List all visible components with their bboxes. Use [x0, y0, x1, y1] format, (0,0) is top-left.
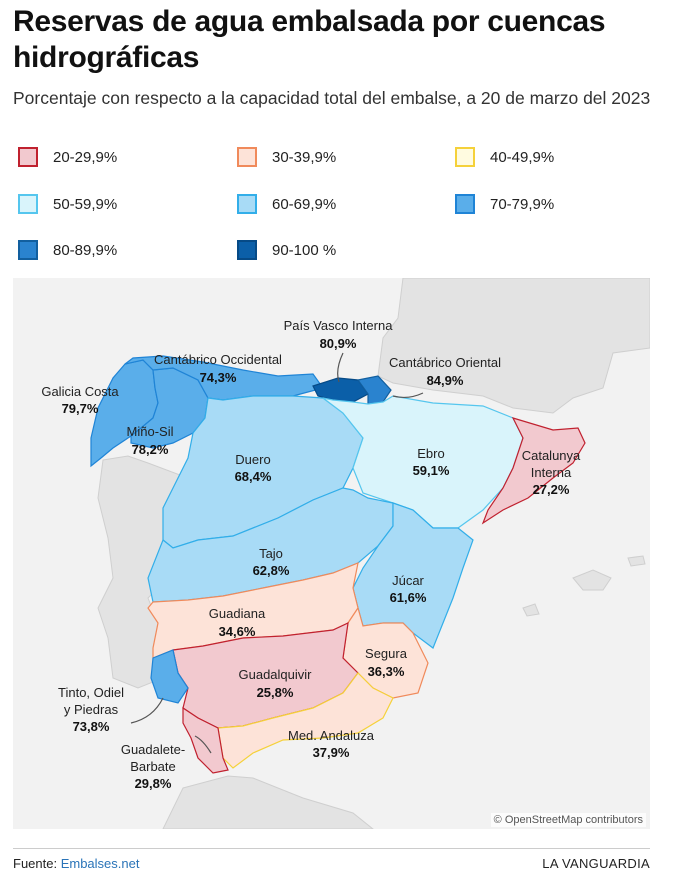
label-catalunya-name-1: Catalunya [522, 448, 581, 463]
morocco-land [162, 775, 374, 829]
legend-item-30-39: 30-39,9% [237, 147, 336, 167]
menorca-land [627, 555, 646, 567]
label-cantabrico-oriental-value: 84,9% [427, 373, 464, 388]
label-tajo-name: Tajo [259, 546, 283, 561]
label-ebro-value: 59,1% [413, 463, 450, 478]
label-cantabrico-occidental-value: 74,3% [200, 370, 237, 385]
mallorca-land [572, 569, 612, 591]
legend-label: 90-100 % [272, 241, 337, 259]
basin-pais-vasco-interna[interactable] [312, 377, 369, 403]
label-guadalquivir-name: Guadalquivir [239, 667, 313, 682]
label-catalunya-name-2: Interna [531, 465, 572, 480]
legend-item-80-89: 80-89,9% [18, 240, 117, 260]
label-guadalete-name-2: Barbate [130, 759, 176, 774]
legend-item-50-59: 50-59,9% [18, 194, 117, 214]
brand-logo: LA VANGUARDIA [542, 856, 650, 871]
label-catalunya-value: 27,2% [533, 482, 570, 497]
legend-label: 80-89,9% [53, 241, 118, 259]
leader-arrow-cantabrico-oriental [392, 392, 424, 399]
label-tinto-value: 73,8% [73, 719, 110, 734]
label-jucar-value: 61,6% [390, 590, 427, 605]
label-guadalete-name-1: Guadalete- [121, 742, 185, 757]
legend-swatch [237, 240, 257, 260]
label-guadiana-value: 34,6% [219, 624, 256, 639]
leader-arrow-guadalete [194, 735, 212, 754]
label-med-andaluza-value: 37,9% [313, 745, 350, 760]
source-label: Fuente: [13, 856, 61, 871]
map-attribution[interactable]: © OpenStreetMap contributors [490, 813, 646, 827]
label-pais-vasco-value: 80,9% [320, 336, 357, 351]
basin-catalunya-interna[interactable] [481, 417, 586, 525]
chart-subtitle: Porcentaje con respecto a la capacidad t… [13, 88, 651, 108]
legend: 20-29,9% 30-39,9% 40-49,9% 50-59,9% 60-6… [18, 147, 678, 277]
legend-label: 70-79,9% [490, 195, 555, 213]
basin-map[interactable]: País Vasco Interna 80,9% Cantábrico Occi… [13, 278, 650, 829]
legend-swatch [455, 147, 475, 167]
legend-swatch [237, 147, 257, 167]
legend-swatch [18, 194, 38, 214]
legend-item-70-79: 70-79,9% [455, 194, 554, 214]
label-guadiana-name: Guadiana [209, 606, 266, 621]
legend-item-60-69: 60-69,9% [237, 194, 336, 214]
legend-swatch [237, 194, 257, 214]
label-guadalquivir-value: 25,8% [257, 685, 294, 700]
ibiza-land [522, 603, 540, 617]
legend-item-40-49: 40-49,9% [455, 147, 554, 167]
basin-guadalete-barbate[interactable] [182, 706, 229, 774]
legend-swatch [18, 240, 38, 260]
legend-label: 30-39,9% [272, 148, 337, 166]
label-tinto-name-1: Tinto, Odiel [58, 685, 124, 700]
label-pais-vasco-name: País Vasco Interna [284, 318, 394, 333]
leader-arrow-tinto [130, 697, 164, 724]
legend-swatch [455, 194, 475, 214]
legend-item-20-29: 20-29,9% [18, 147, 117, 167]
leader-arrow-pais-vasco [337, 352, 344, 383]
basin-med-andaluza[interactable] [217, 672, 394, 769]
footer-source: Fuente: Embalses.net [13, 856, 139, 871]
label-segura-name: Segura [365, 646, 408, 661]
label-galicia-costa-name: Galicia Costa [41, 384, 119, 399]
label-med-andaluza-name: Med. Andaluza [288, 728, 375, 743]
legend-label: 50-59,9% [53, 195, 118, 213]
legend-swatch [18, 147, 38, 167]
legend-label: 40-49,9% [490, 148, 555, 166]
france-land [377, 278, 650, 414]
label-guadalete-value: 29,8% [135, 776, 172, 791]
label-galicia-costa-value: 79,7% [62, 401, 99, 416]
label-mino-sil-name: Miño-Sil [127, 424, 174, 439]
label-cantabrico-oriental-name: Cantábrico Oriental [389, 355, 501, 370]
label-tinto-name-2: y Piedras [64, 702, 119, 717]
legend-item-90-100: 90-100 % [237, 240, 336, 260]
footer-divider [13, 848, 650, 849]
label-segura-value: 36,3% [368, 664, 405, 679]
basin-tinto-odiel-piedras[interactable] [150, 649, 189, 704]
legend-label: 20-29,9% [53, 148, 118, 166]
chart-title: Reservas de agua embalsada por cuencas h… [13, 5, 606, 74]
label-tajo-value: 62,8% [253, 563, 290, 578]
label-cantabrico-occidental-name: Cantábrico Occidental [154, 352, 282, 367]
label-jucar-name: Júcar [392, 573, 424, 588]
label-mino-sil-value: 78,2% [132, 442, 169, 457]
legend-label: 60-69,9% [272, 195, 337, 213]
source-link[interactable]: Embalses.net [60, 856, 140, 871]
map-svg: País Vasco Interna 80,9% Cantábrico Occi… [41, 278, 650, 829]
label-duero-name: Duero [235, 452, 270, 467]
label-duero-value: 68,4% [235, 469, 272, 484]
label-ebro-name: Ebro [417, 446, 444, 461]
